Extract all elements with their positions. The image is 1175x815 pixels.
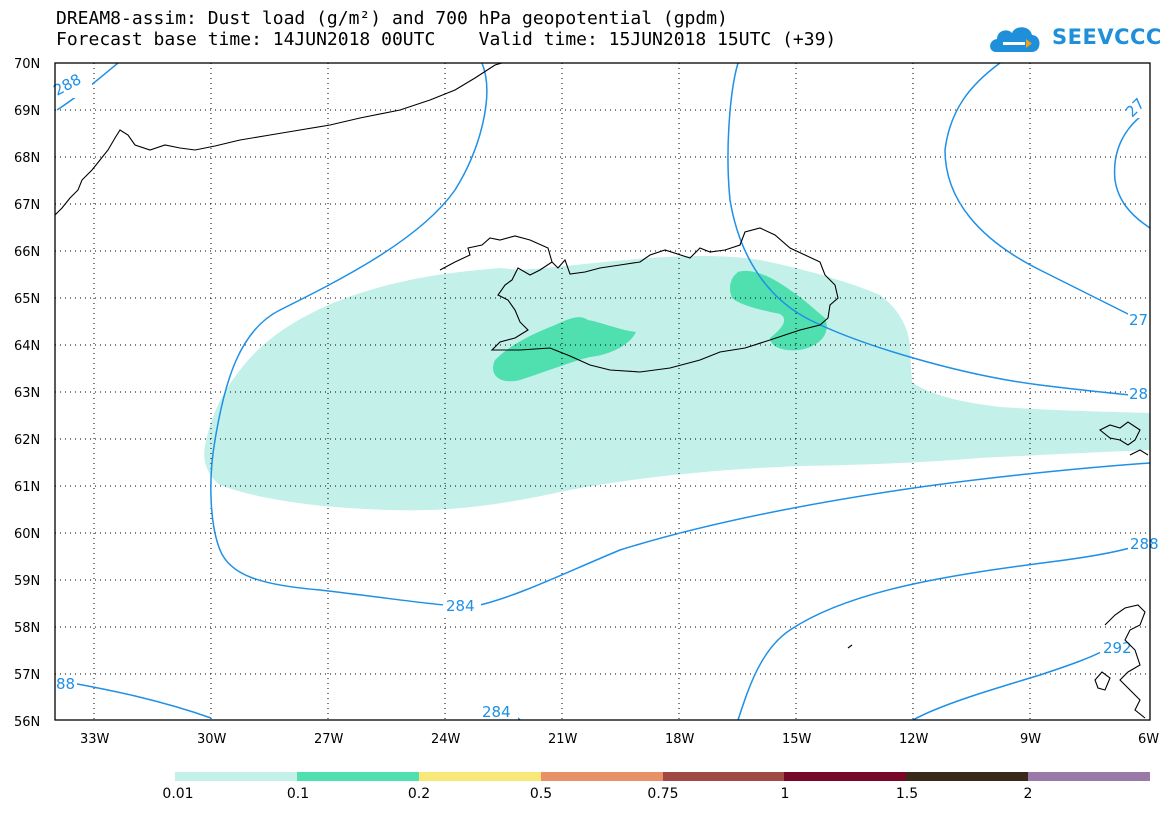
colorbar-label: 1 <box>780 786 790 802</box>
colorbar <box>175 772 1150 781</box>
lat-label: 56N <box>14 715 40 730</box>
lat-label: 62N <box>14 433 40 448</box>
colorbar-swatch <box>175 772 297 781</box>
colorbar-label: 0.01 <box>162 786 194 802</box>
lon-label: 9W <box>1020 732 1041 747</box>
colorbar-swatch <box>1028 772 1150 781</box>
lat-label: 60N <box>14 527 40 542</box>
lat-label: 70N <box>14 57 40 72</box>
lon-label: 21W <box>548 732 578 747</box>
contour-label: 284 <box>446 597 475 615</box>
dust-area-medium <box>492 317 636 382</box>
colorbar-swatch <box>906 772 1029 781</box>
contour-label: 284 <box>482 703 511 721</box>
contour-label: 88 <box>56 675 75 693</box>
lat-label: 65N <box>14 292 40 307</box>
lon-label: 12W <box>899 732 929 747</box>
contour-label: 292 <box>1103 639 1132 657</box>
colorbar-swatch <box>296 772 419 781</box>
map-title: DREAM8-assim: Dust load (g/m²) and 700 h… <box>56 8 728 29</box>
lat-label: 58N <box>14 621 40 636</box>
lat-label: 61N <box>14 480 40 495</box>
colorbar-label: 0.2 <box>407 786 431 802</box>
colorbar-label: 2 <box>1023 786 1033 802</box>
colorbar-swatch <box>540 772 663 781</box>
coastlines <box>54 62 1149 719</box>
lon-label: 33W <box>80 732 110 747</box>
contour-label: 28 <box>1129 385 1148 403</box>
lon-label: 30W <box>197 732 227 747</box>
lon-label: 15W <box>782 732 812 747</box>
geopotential-contours <box>56 62 1151 721</box>
lat-label: 69N <box>14 104 40 119</box>
logo-text: SEEVCCC <box>1052 25 1162 49</box>
latitude-labels: 70N 69N 68N 67N 66N 65N 64N 63N 62N 61N … <box>14 57 40 730</box>
lon-label: 24W <box>431 732 461 747</box>
colorbar-label: 0.5 <box>529 786 553 802</box>
colorbar-swatch <box>784 772 907 781</box>
colorbar-swatch <box>418 772 541 781</box>
map-frame <box>54 62 1151 721</box>
lat-label: 63N <box>14 386 40 401</box>
colorbar-swatch <box>662 772 785 781</box>
lat-label: 59N <box>14 574 40 589</box>
lon-label: 18W <box>665 732 695 747</box>
contour-label: 288 <box>1130 535 1159 553</box>
map-subtitle: Forecast base time: 14JUN2018 00UTC Vali… <box>56 29 837 50</box>
lon-label: 6W <box>1138 732 1159 747</box>
lat-label: 64N <box>14 339 40 354</box>
lat-label: 66N <box>14 245 40 260</box>
lat-label: 57N <box>14 668 40 683</box>
colorbar-label: 1.5 <box>895 786 919 802</box>
colorbar-label: 0.1 <box>286 786 310 802</box>
colorbar-label: 0.75 <box>647 786 679 802</box>
longitude-labels: 33W 30W 27W 24W 21W 18W 15W 12W 9W 6W <box>80 732 1159 747</box>
dust-area-medium <box>730 270 827 351</box>
lon-label: 27W <box>314 732 344 747</box>
contour-label: 27 <box>1129 311 1148 329</box>
cloud-logo-icon <box>990 27 1040 52</box>
lat-label: 68N <box>14 151 40 166</box>
lat-label: 67N <box>14 198 40 213</box>
dust-area-light <box>204 255 1150 511</box>
